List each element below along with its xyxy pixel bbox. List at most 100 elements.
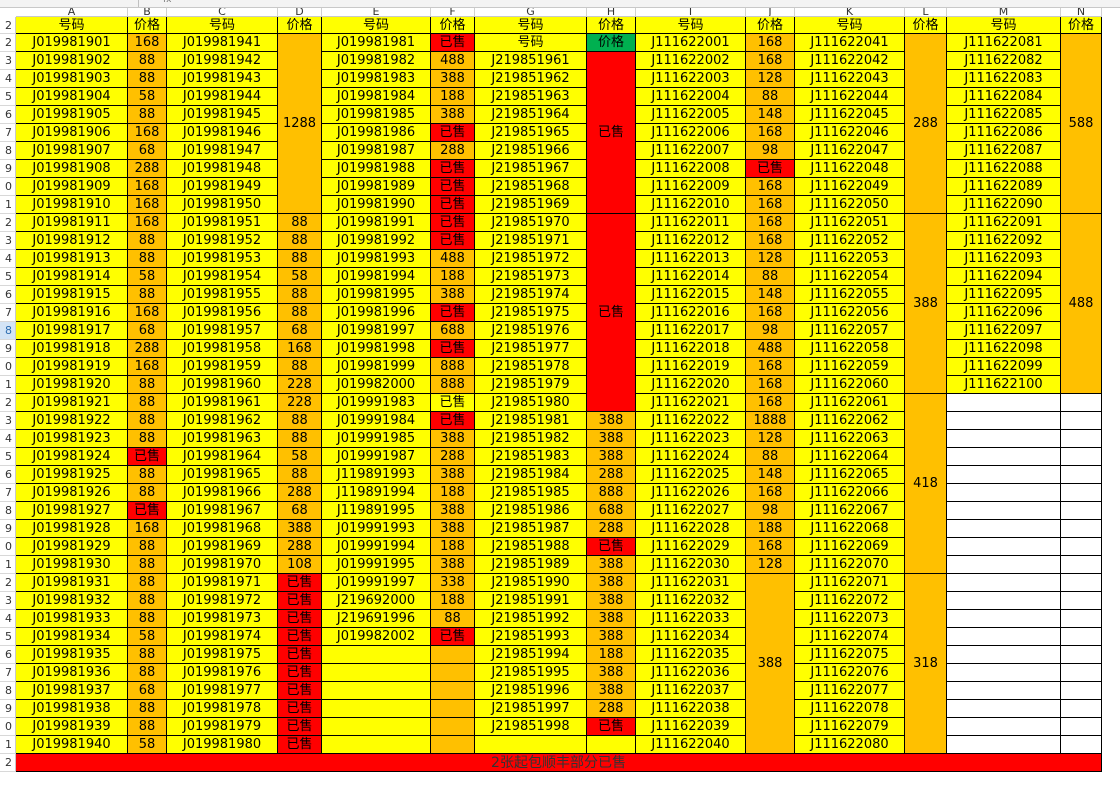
ticket-number[interactable]: J111622029 xyxy=(636,538,746,556)
ticket-number[interactable]: J219851966 xyxy=(475,142,587,160)
ticket-number[interactable]: J019981948 xyxy=(167,160,278,178)
ticket-number[interactable]: J019981981 xyxy=(322,34,431,52)
ticket-number[interactable]: J111622054 xyxy=(795,268,905,286)
ticket-price[interactable]: 58 xyxy=(278,448,322,466)
ticket-number[interactable]: J019981949 xyxy=(167,178,278,196)
row-header[interactable]: 3 xyxy=(0,52,16,70)
row-header[interactable]: 3 xyxy=(0,232,16,250)
ticket-price[interactable]: 已售 xyxy=(278,700,322,718)
ticket-number[interactable]: J111622065 xyxy=(795,466,905,484)
ticket-number[interactable]: J019981985 xyxy=(322,106,431,124)
ticket-number[interactable]: J111622047 xyxy=(795,142,905,160)
row-header[interactable]: 9 xyxy=(0,340,16,358)
ticket-number[interactable]: J019981927 xyxy=(16,502,128,520)
ticket-number[interactable]: J019981984 xyxy=(322,88,431,106)
empty-cell[interactable] xyxy=(1061,646,1102,664)
ticket-price[interactable]: 已售 xyxy=(278,574,322,592)
ticket-number[interactable]: J219851988 xyxy=(475,538,587,556)
ticket-number[interactable]: J019991993 xyxy=(322,520,431,538)
ticket-price[interactable]: 488 xyxy=(746,340,795,358)
ticket-number[interactable]: J019981989 xyxy=(322,178,431,196)
ticket-number[interactable]: J111622074 xyxy=(795,628,905,646)
empty-cell[interactable] xyxy=(1061,502,1102,520)
column-header-l[interactable]: L xyxy=(905,7,947,17)
ticket-number[interactable]: J111622025 xyxy=(636,466,746,484)
row-header[interactable]: 9 xyxy=(0,160,16,178)
ticket-number[interactable]: J219851975 xyxy=(475,304,587,322)
ticket-price[interactable]: 288 xyxy=(128,340,167,358)
merged-price[interactable]: 488 xyxy=(1061,214,1102,394)
ticket-number[interactable]: J111622019 xyxy=(636,358,746,376)
empty-cell[interactable] xyxy=(947,412,1061,430)
empty-cell[interactable] xyxy=(947,700,1061,718)
ticket-number[interactable]: J219692000 xyxy=(322,592,431,610)
ticket-number[interactable]: J219851976 xyxy=(475,322,587,340)
ticket-number[interactable]: J019981916 xyxy=(16,304,128,322)
ticket-number[interactable]: J111622093 xyxy=(947,250,1061,268)
ticket-price[interactable]: 88 xyxy=(431,610,475,628)
ticket-number[interactable]: J111622069 xyxy=(795,538,905,556)
row-header[interactable]: 9 xyxy=(0,520,16,538)
empty-cell[interactable] xyxy=(947,448,1061,466)
ticket-number[interactable]: J019981911 xyxy=(16,214,128,232)
ticket-number[interactable]: J219851983 xyxy=(475,448,587,466)
ticket-number[interactable]: J111622062 xyxy=(795,412,905,430)
ticket-number[interactable]: J219851961 xyxy=(475,52,587,70)
ticket-number[interactable]: J019981954 xyxy=(167,268,278,286)
row-header[interactable]: 7 xyxy=(0,664,16,682)
ticket-price[interactable]: 338 xyxy=(431,574,475,592)
row-header[interactable]: 8 xyxy=(0,682,16,700)
ticket-number[interactable]: J111622076 xyxy=(795,664,905,682)
ticket-number[interactable]: J111622063 xyxy=(795,430,905,448)
empty-cell[interactable] xyxy=(947,646,1061,664)
ticket-number[interactable]: J019981902 xyxy=(16,52,128,70)
ticket-number[interactable]: J019981938 xyxy=(16,700,128,718)
merged-sold[interactable]: 已售 xyxy=(587,52,636,214)
ticket-number[interactable]: J019981915 xyxy=(16,286,128,304)
ticket-number[interactable]: J111622090 xyxy=(947,196,1061,214)
row-header[interactable]: 2 xyxy=(0,754,16,772)
name-box[interactable] xyxy=(0,0,139,7)
ticket-number[interactable]: J111622086 xyxy=(947,124,1061,142)
header-number[interactable]: 号码 xyxy=(16,17,128,34)
ticket-number[interactable]: J119891994 xyxy=(322,484,431,502)
ticket-number[interactable]: J219851998 xyxy=(475,718,587,736)
ticket-number[interactable]: J019981953 xyxy=(167,250,278,268)
ticket-number[interactable]: J019981925 xyxy=(16,466,128,484)
ticket-number[interactable]: J019981909 xyxy=(16,178,128,196)
empty-cell[interactable] xyxy=(1061,664,1102,682)
ticket-price[interactable]: 88 xyxy=(128,538,167,556)
ticket-number[interactable]: J111622079 xyxy=(795,718,905,736)
ticket-number[interactable]: J019981962 xyxy=(167,412,278,430)
ticket-price[interactable]: 58 xyxy=(128,628,167,646)
row-header[interactable]: 7 xyxy=(0,124,16,142)
header-price[interactable]: 价格 xyxy=(905,17,947,34)
ticket-number[interactable]: J111622015 xyxy=(636,286,746,304)
empty-cell[interactable] xyxy=(1061,538,1102,556)
ticket-number[interactable] xyxy=(322,646,431,664)
ticket-number[interactable]: J111622049 xyxy=(795,178,905,196)
ticket-number[interactable]: J111622004 xyxy=(636,88,746,106)
column-header-a[interactable]: A xyxy=(16,7,128,17)
ticket-number[interactable]: J111622064 xyxy=(795,448,905,466)
ticket-number[interactable] xyxy=(322,664,431,682)
ticket-number[interactable]: J019981929 xyxy=(16,538,128,556)
ticket-price[interactable]: 388 xyxy=(431,556,475,574)
ticket-number[interactable]: J111622006 xyxy=(636,124,746,142)
ticket-number[interactable]: J219851990 xyxy=(475,574,587,592)
ticket-number[interactable]: J111622042 xyxy=(795,52,905,70)
ticket-number[interactable]: J111622031 xyxy=(636,574,746,592)
merged-price[interactable]: 388 xyxy=(905,214,947,394)
ticket-price[interactable]: 已售 xyxy=(431,178,475,196)
ticket-number[interactable]: J019981933 xyxy=(16,610,128,628)
row-header[interactable]: 7 xyxy=(0,304,16,322)
ticket-price[interactable]: 已售 xyxy=(431,214,475,232)
ticket-number[interactable]: J019981928 xyxy=(16,520,128,538)
ticket-price[interactable]: 68 xyxy=(278,502,322,520)
ticket-number[interactable]: J111622017 xyxy=(636,322,746,340)
ticket-number[interactable]: J019982000 xyxy=(322,376,431,394)
header-number[interactable]: 号码 xyxy=(795,17,905,34)
empty-cell[interactable] xyxy=(947,466,1061,484)
ticket-number[interactable]: J219851994 xyxy=(475,646,587,664)
